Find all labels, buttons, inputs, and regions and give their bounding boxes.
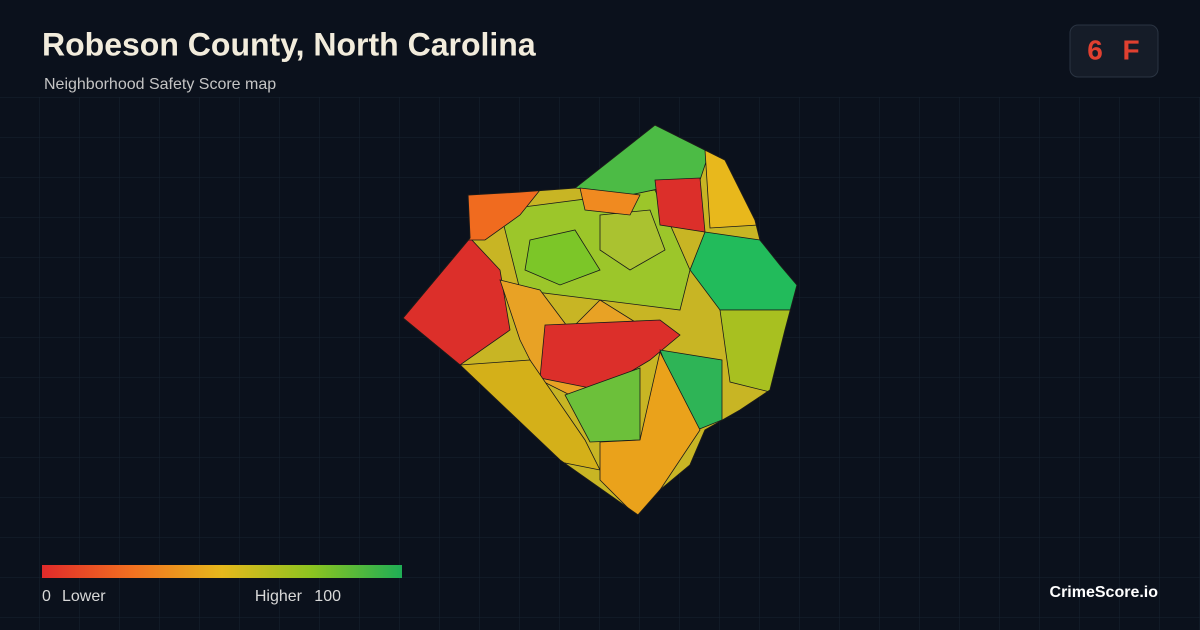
brand: CrimeScore.io xyxy=(1050,584,1159,601)
region xyxy=(579,187,641,216)
region xyxy=(599,350,701,515)
badge-score: 6 xyxy=(1087,34,1103,65)
legend-min: 0 xyxy=(42,588,51,605)
legend-bar xyxy=(42,565,402,578)
region xyxy=(524,229,601,286)
region xyxy=(599,209,666,271)
badge-grade: F xyxy=(1122,34,1139,65)
legend-max: 100 xyxy=(314,588,341,605)
region xyxy=(654,177,706,233)
subtitle: Neighborhood Safety Score map xyxy=(44,76,276,93)
legend-min-label: Lower xyxy=(62,588,106,605)
legend-max-label: Higher xyxy=(255,588,303,605)
county-outline xyxy=(402,124,798,516)
title: Robeson County, North Carolina xyxy=(42,26,536,62)
grade-badge xyxy=(1069,24,1159,78)
